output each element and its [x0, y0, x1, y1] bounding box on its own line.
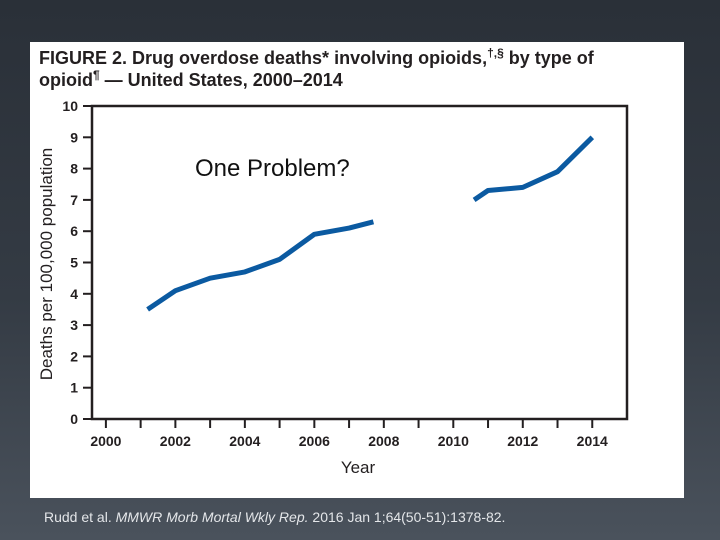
y-tick-label: 2 — [70, 348, 78, 364]
plot-area-frame — [90, 104, 629, 421]
y-tick-label: 9 — [70, 129, 78, 145]
y-tick-label: 10 — [62, 98, 78, 114]
x-tick-label: 2004 — [229, 433, 260, 449]
citation: Rudd et al. MMWR Morb Mortal Wkly Rep. 2… — [44, 509, 505, 525]
x-tick-label: 2014 — [577, 433, 608, 449]
line-chart: FIGURE 2. Drug overdose deaths* involvin… — [37, 46, 629, 477]
x-tick-label: 2000 — [90, 433, 121, 449]
y-tick-label: 4 — [70, 286, 78, 302]
citation-details: 2016 Jan 1;64(50-51):1378-82. — [308, 509, 506, 525]
x-tick-label: 2002 — [160, 433, 191, 449]
series-line-segment — [146, 219, 375, 312]
y-tick-label: 0 — [70, 411, 78, 427]
y-tick-label: 7 — [70, 192, 78, 208]
figure-title-line-1: FIGURE 2. Drug overdose deaths* involvin… — [39, 46, 595, 68]
citation-authors: Rudd et al. — [44, 509, 116, 525]
y-tick-label: 6 — [70, 223, 78, 239]
y-axis-label: Deaths per 100,000 population — [37, 148, 56, 381]
series-line-segment — [472, 135, 595, 202]
x-tick-label: 2010 — [438, 433, 469, 449]
citation-journal: MMWR Morb Mortal Wkly Rep. — [115, 509, 309, 525]
figure-panel: FIGURE 2. Drug overdose deaths* involvin… — [30, 42, 684, 498]
y-tick-label: 1 — [70, 380, 78, 396]
x-tick-label: 2012 — [507, 433, 538, 449]
overlay-question-text: One Problem? — [195, 155, 350, 182]
y-tick-label: 3 — [70, 317, 78, 333]
x-tick-label: 2008 — [368, 433, 399, 449]
x-axis-label: Year — [341, 458, 376, 477]
y-tick-label: 5 — [70, 255, 78, 271]
y-tick-label: 8 — [70, 161, 78, 177]
figure-title-line-2: opioid¶ — United States, 2000–2014 — [39, 68, 343, 90]
x-tick-label: 2006 — [299, 433, 330, 449]
